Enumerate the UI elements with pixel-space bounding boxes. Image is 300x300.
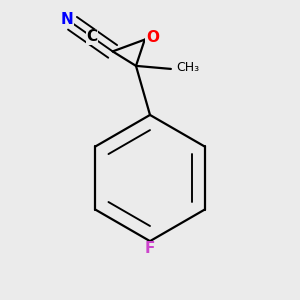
Text: F: F <box>145 241 155 256</box>
Text: O: O <box>146 30 159 45</box>
Text: C: C <box>87 29 98 44</box>
Text: CH₃: CH₃ <box>176 61 199 74</box>
Text: N: N <box>61 12 74 27</box>
